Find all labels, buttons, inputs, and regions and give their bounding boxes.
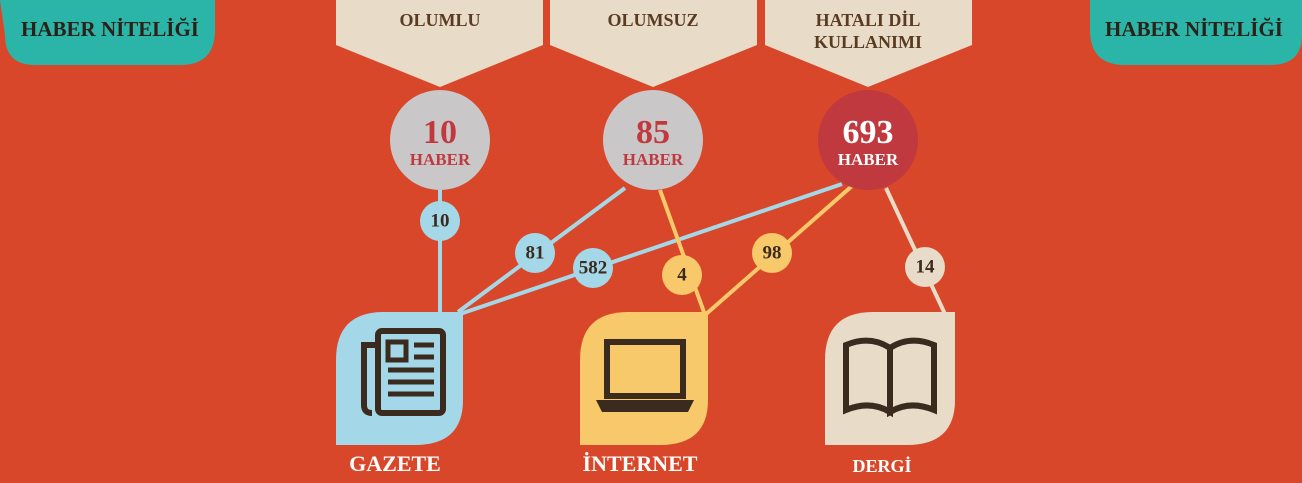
connector	[658, 189, 707, 316]
count: 85	[636, 114, 670, 151]
link-value: 582	[579, 257, 608, 278]
link-bubble	[573, 248, 613, 288]
connector	[459, 182, 843, 316]
link-bubble	[752, 233, 792, 273]
count-circle	[390, 90, 490, 190]
link-value: 14	[916, 256, 936, 277]
newspaper-icon	[361, 328, 446, 416]
banner-label: KULLANIMI	[814, 32, 922, 52]
banner-label: OLUMLU	[400, 10, 481, 30]
media-label: İNTERNET	[583, 451, 698, 476]
count-unit: HABER	[410, 150, 471, 169]
count-unit: HABER	[623, 150, 684, 169]
link-bubble	[420, 201, 460, 241]
media-internet	[580, 312, 708, 445]
media-label: DERGİ	[852, 456, 911, 476]
link-value: 98	[763, 242, 782, 263]
tab-left	[0, 0, 215, 65]
banner	[336, 0, 543, 87]
link-value: 10	[431, 210, 450, 231]
link-value: 4	[677, 264, 687, 285]
count-circle	[603, 90, 703, 190]
link-bubble	[905, 247, 945, 287]
tab-right-label: HABER NİTELİĞİ	[1105, 17, 1283, 41]
banner	[765, 0, 972, 87]
link-bubble	[515, 233, 555, 273]
link-value: 81	[526, 242, 545, 263]
count-circle	[818, 90, 918, 190]
media-label: GAZETE	[349, 451, 441, 476]
count: 693	[843, 114, 894, 151]
count-unit: HABER	[838, 150, 899, 169]
banner-label: HATALI DİL	[816, 10, 921, 30]
tab-left-label: HABER NİTELİĞİ	[21, 17, 199, 41]
book-icon	[843, 337, 937, 418]
count: 10	[423, 114, 457, 151]
link-bubble	[662, 255, 702, 295]
banner	[550, 0, 757, 87]
laptop-icon	[596, 339, 694, 412]
banner-label: OLUMSUZ	[607, 10, 698, 30]
tab-right	[1090, 0, 1302, 65]
